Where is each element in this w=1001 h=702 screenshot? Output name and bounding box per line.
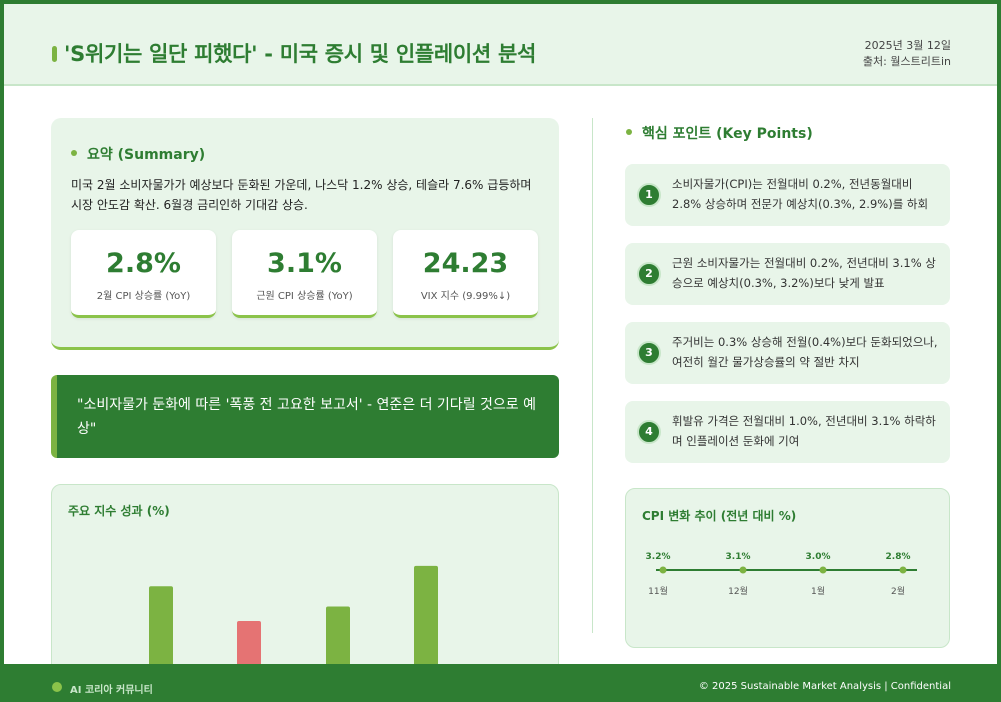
trend-category-label: 2월 bbox=[891, 585, 905, 597]
key-point-text: 근원 소비자물가는 전월대비 0.2%, 전년대비 3.1% 상승으로 예상치(… bbox=[672, 256, 936, 290]
summary-heading: 요약 (Summary) bbox=[71, 144, 205, 164]
summary-text: 미국 2월 소비자물가가 예상보다 둔화된 가운데, 나스닥 1.2% 상승, … bbox=[71, 178, 532, 212]
key-point-number-badge: 4 bbox=[637, 420, 661, 444]
trend-data-label: 2.8% bbox=[886, 552, 911, 562]
header-meta: 2025년 3월 12일 출처: 월스트리트in bbox=[863, 38, 951, 70]
footer-copyright: © 2025 Sustainable Market Analysis | Con… bbox=[698, 681, 951, 692]
page-title: 'S위기는 일단 피했다' - 미국 증시 및 인플레이션 분석 bbox=[64, 42, 536, 66]
trend-category-label: 12월 bbox=[728, 585, 748, 597]
trend-point-3 bbox=[899, 566, 907, 574]
bullet-dot-icon bbox=[71, 150, 77, 156]
stat-card-vix: 24.23 VIX 지수 (9.99%↓) bbox=[393, 230, 538, 318]
stat-card-cpi: 2.8% 2월 CPI 상승률 (YoY) bbox=[71, 230, 216, 318]
trend-data-label: 3.1% bbox=[726, 552, 751, 562]
bar-chart-svg bbox=[149, 565, 438, 683]
stat-value: 2.8% bbox=[106, 248, 181, 279]
trend-point-2 bbox=[819, 566, 827, 574]
stat-value: 24.23 bbox=[422, 248, 509, 279]
stat-card-core-cpi: 3.1% 근원 CPI 상승률 (YoY) bbox=[232, 230, 377, 318]
summary-heading-text: 요약 (Summary) bbox=[87, 147, 206, 163]
key-point-number-badge: 2 bbox=[637, 262, 661, 286]
footer-brand: AI 코리아 커뮤니티 bbox=[70, 685, 153, 696]
quote-text: "소비자물가 둔화에 따른 '폭풍 전 고요한 보고서' - 연준은 더 기다릴… bbox=[77, 397, 536, 437]
title-accent-bar bbox=[52, 46, 57, 62]
cpi-trend-svg: 3.2% 11월 3.1% 12월 3.0% 1월 2.8% 2월 bbox=[646, 552, 917, 597]
bullet-dot-icon bbox=[626, 129, 632, 135]
report-date: 2025년 3월 12일 bbox=[864, 39, 951, 52]
key-point-text: 휘발유 가격은 전월대비 1.0%, 전년대비 3.1% 하락하며 인플레이션 … bbox=[672, 414, 936, 448]
trend-data-label: 3.2% bbox=[646, 552, 671, 562]
footer-logo-icon bbox=[52, 682, 62, 692]
bar-2 bbox=[326, 606, 350, 681]
footer: AI 코리아 커뮤니티 © 2025 Sustainable Market An… bbox=[0, 664, 1001, 702]
index-performance-chart: 주요 지수 성과 (%) bbox=[51, 484, 559, 684]
stat-label: 2월 CPI 상승률 (YoY) bbox=[96, 291, 191, 302]
trend-category-label: 1월 bbox=[811, 585, 825, 597]
key-points-heading-text: 핵심 포인트 (Key Points) bbox=[642, 126, 813, 142]
cpi-trend-card: CPI 변화 추이 (전년 대비 %) 3.2% 11월 3.1% 12월 3.0% 1월… bbox=[625, 488, 950, 648]
chart-title: 주요 지수 성과 (%) bbox=[68, 504, 170, 518]
key-point-text: 주거비는 0.3% 상승해 전월(0.4%)보다 둔화되었으나, 여전히 월간 … bbox=[672, 335, 938, 369]
trend-category-label: 11월 bbox=[648, 585, 668, 597]
stat-value: 3.1% bbox=[267, 248, 342, 279]
trend-title: CPI 변화 추이 (전년 대비 %) bbox=[642, 509, 797, 523]
trend-data-label: 3.0% bbox=[806, 552, 831, 562]
header: 'S위기는 일단 피했다' - 미국 증시 및 인플레이션 분석 2025년 3… bbox=[4, 4, 997, 86]
bar-0 bbox=[149, 586, 173, 681]
key-point-text: 소비자물가(CPI)는 전월대비 0.2%, 전년동월대비 2.8% 상승하며 … bbox=[672, 177, 929, 211]
key-point-item: 1 소비자물가(CPI)는 전월대비 0.2%, 전년동월대비 2.8% 상승하… bbox=[625, 164, 950, 226]
key-point-number-badge: 1 bbox=[637, 183, 661, 207]
key-points-heading: 핵심 포인트 (Key Points) bbox=[626, 123, 813, 143]
stat-label: VIX 지수 (9.99%↓) bbox=[420, 291, 511, 302]
trend-point-0 bbox=[659, 566, 667, 574]
report-source: 출처: 월스트리트in bbox=[862, 55, 951, 68]
bar-3 bbox=[414, 565, 438, 681]
stat-label: 근원 CPI 상승률 (YoY) bbox=[256, 291, 353, 302]
trend-point-1 bbox=[739, 566, 747, 574]
summary-card: 요약 (Summary) 미국 2월 소비자물가가 예상보다 둔화된 가운데, … bbox=[51, 118, 559, 350]
key-point-item: 2 근원 소비자물가는 전월대비 0.2%, 전년대비 3.1% 상승으로 예상… bbox=[625, 243, 950, 305]
key-point-item: 4 휘발유 가격은 전월대비 1.0%, 전년대비 3.1% 하락하며 인플레이… bbox=[625, 401, 950, 463]
column-divider bbox=[592, 118, 593, 633]
quote-banner: "소비자물가 둔화에 따른 '폭풍 전 고요한 보고서' - 연준은 더 기다릴… bbox=[51, 375, 559, 458]
key-point-item: 3 주거비는 0.3% 상승해 전월(0.4%)보다 둔화되었으나, 여전히 월… bbox=[625, 322, 950, 384]
key-point-number-badge: 3 bbox=[637, 341, 661, 365]
